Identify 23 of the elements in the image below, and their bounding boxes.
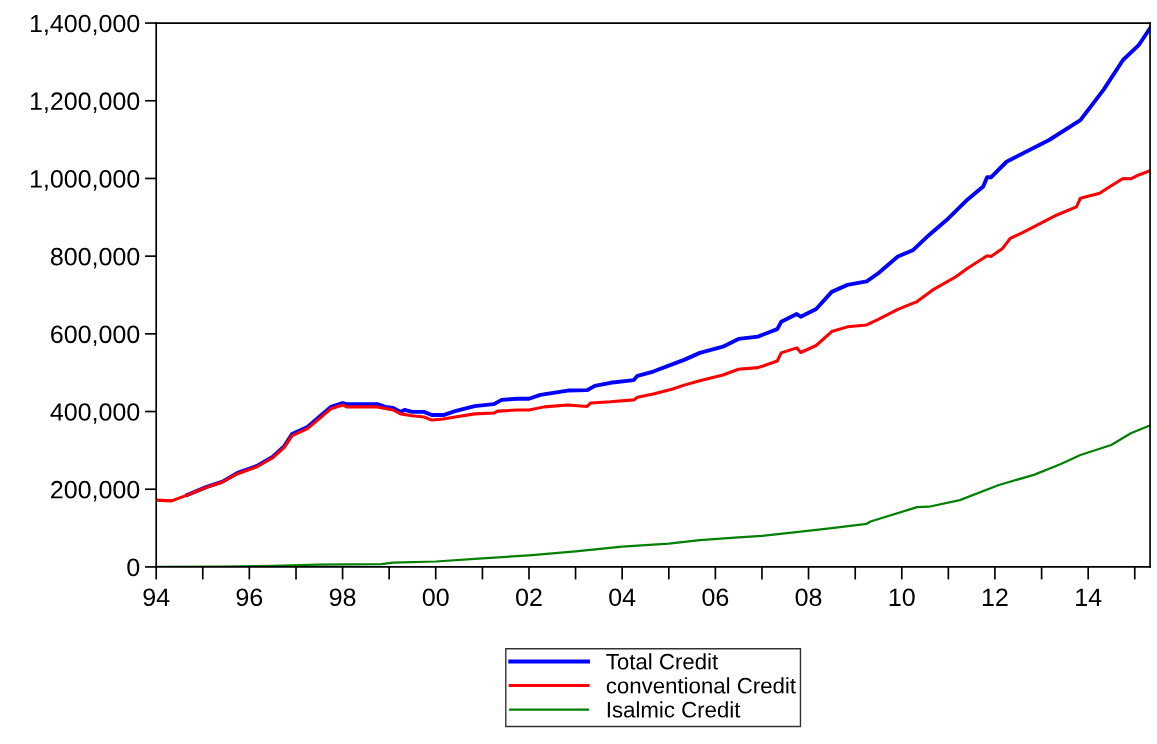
y-tick-label: 400,000 [50,403,140,424]
y-tick-label: 0 [127,558,140,577]
x-tick-label: 96 [236,588,263,607]
x-tick-label: 10 [889,588,915,607]
y-tick-label: 1,000,000 [30,170,140,191]
x-tick-label: 04 [609,588,636,607]
y-tick-label: 1,400,000 [30,14,140,36]
x-tick-label: 02 [516,588,542,607]
legend-label: Isalmic Credit [607,701,741,718]
legend-label: conventional Credit [606,677,796,694]
y-tick-label: 1,200,000 [30,92,140,114]
x-tick-label: 14 [1076,588,1102,606]
y-tick-label: 600,000 [51,325,140,347]
x-tick-label: 94 [143,588,170,607]
x-tick-label: 98 [329,588,356,607]
y-tick-label: 800,000 [50,247,140,269]
y-tick-label: 200,000 [51,480,140,502]
line-series [156,169,1151,503]
x-tick-label: 08 [795,588,822,607]
legend-label: Total Credit [606,653,719,670]
x-tick-label: 12 [982,588,1008,606]
x-tick-label: 06 [702,588,729,607]
x-tick-label: 00 [422,588,449,607]
